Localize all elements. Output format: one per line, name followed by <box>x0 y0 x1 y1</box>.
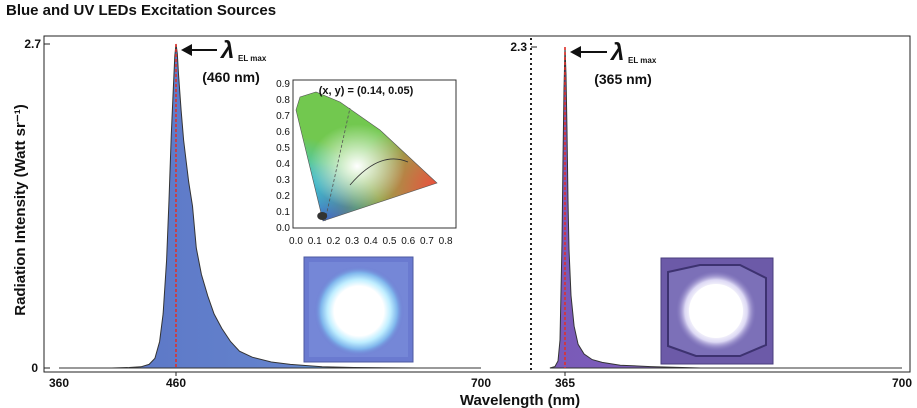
lambda-subscript: EL max <box>628 56 657 65</box>
cie-x-tick-label: 0.3 <box>345 236 359 247</box>
blue-peak-annotation: λ EL max (460 nm) <box>181 37 267 85</box>
arrow-left-icon <box>570 46 581 58</box>
x-tick-label-700-right: 700 <box>892 376 912 390</box>
y-tick-label-max: 2.7 <box>24 37 41 51</box>
cie-y-tick-label: 0.8 <box>276 95 290 106</box>
cie-x-tick-label: 0.6 <box>401 236 415 247</box>
blue-peak-value: (460 nm) <box>202 69 260 85</box>
cie-y-tick-label: 0.0 <box>276 223 290 234</box>
cie-inset: 0.0 0.1 0.2 0.3 0.4 0.5 0.6 0.7 0.8 0.0 0.1 0.2 0.3 0… <box>276 79 457 247</box>
blue-led-spectrum <box>59 43 481 369</box>
cie-y-tick-label: 0.7 <box>276 111 290 122</box>
cie-y-tick-label: 0.2 <box>276 191 290 202</box>
x-tick-label-700-left: 700 <box>471 376 491 390</box>
x-tick-label-460: 460 <box>166 376 186 390</box>
cie-x-tick-label: 0.8 <box>439 236 453 247</box>
lambda-symbol: λ <box>219 37 234 64</box>
chart-title: Blue and UV LEDs Excitation Sources <box>6 2 277 19</box>
lambda-subscript: EL max <box>238 54 267 63</box>
uv-led-photo <box>660 257 774 365</box>
cie-coordinate-label: (x, y) = (0.14, 0.05) <box>319 85 414 97</box>
uv-peak-value: (365 nm) <box>594 71 652 87</box>
uv-y-tick-label: 2.3 <box>510 40 527 54</box>
cie-y-tick-label: 0.1 <box>276 207 290 218</box>
x-axis-label: Wavelength (nm) <box>460 392 580 408</box>
cie-y-tick-label: 0.6 <box>276 127 290 138</box>
uv-peak-annotation: λ EL max (365 nm) <box>570 39 657 87</box>
blue-led-photo <box>303 256 414 363</box>
cie-coordinate-point <box>317 212 328 220</box>
cie-x-tick-label: 0.5 <box>383 236 397 247</box>
dominant-wavelength-line <box>324 107 351 222</box>
y-tick-label-zero: 0 <box>31 361 38 375</box>
lambda-symbol: λ <box>609 39 624 66</box>
x-tick-label-365: 365 <box>555 376 575 390</box>
uv-led-spectrum <box>549 46 902 369</box>
cie-y-tick-label: 0.9 <box>276 79 290 90</box>
arrow-left-icon <box>181 44 192 56</box>
x-tick-label-360: 360 <box>49 376 69 390</box>
cie-y-tick-label: 0.5 <box>276 143 290 154</box>
planckian-locus <box>349 158 409 186</box>
cie-x-tick-label: 0.2 <box>326 236 340 247</box>
cie-y-tick-label: 0.3 <box>276 175 290 186</box>
y-axis-label: Radiation Intensity (Watt sr⁻¹) <box>12 104 29 316</box>
cie-y-tick-label: 0.4 <box>276 159 290 170</box>
cie-x-tick-label: 0.4 <box>364 236 378 247</box>
cie-x-tick-label: 0.7 <box>420 236 434 247</box>
cie-x-tick-label: 0.1 <box>308 236 322 247</box>
plot-frame <box>43 35 911 373</box>
cie-x-tick-label: 0.0 <box>289 236 303 247</box>
